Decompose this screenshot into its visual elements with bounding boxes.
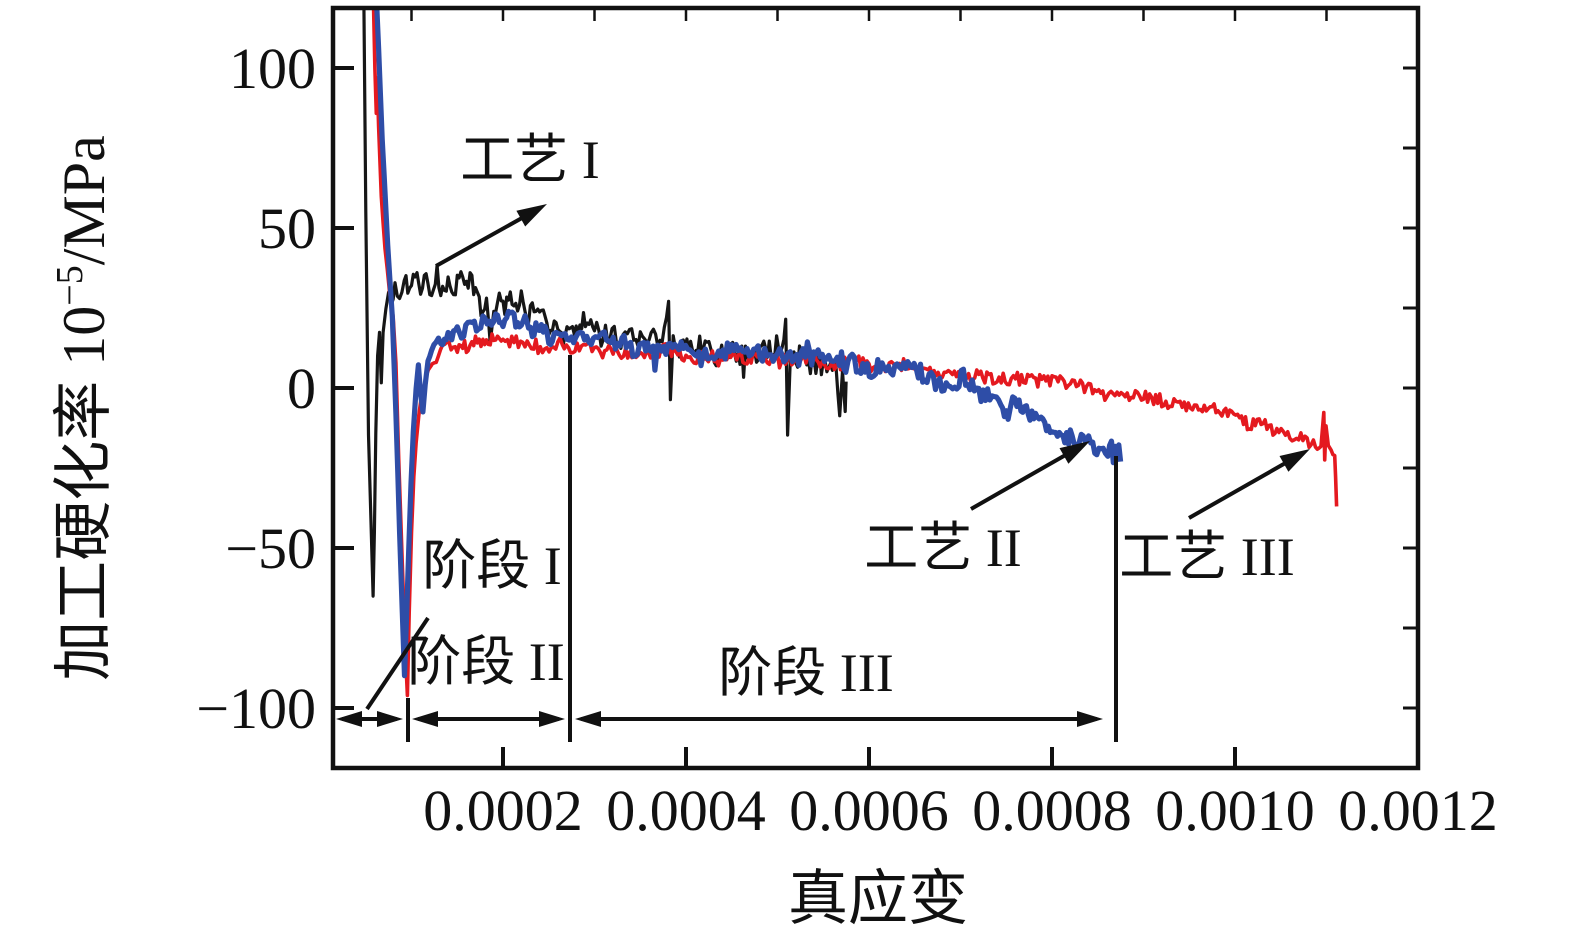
process-ii-arrow-head: [1059, 441, 1090, 464]
y-tick-label: −100: [196, 676, 316, 741]
label-stage-i: 阶段 I: [422, 536, 561, 596]
stage-iii-span-left-head: [575, 711, 601, 727]
plot-frame: [330, 5, 1421, 771]
stage-iii-span-right-head: [1077, 711, 1103, 727]
label-process-ii: 工艺 II: [864, 518, 1021, 578]
stage-i-span-right-head: [377, 711, 403, 727]
y-tick-label: 50: [258, 196, 316, 261]
x-tick-label: 0.0002: [423, 778, 583, 843]
stage-i-span-left-head: [336, 711, 362, 727]
process-ii-arrow-shaft: [970, 444, 1083, 511]
x-tick-label: 0.0010: [1155, 778, 1315, 843]
annotations-layer: 工艺 I 工艺 II 工艺 III 阶段 I 阶段 II 阶段 III: [336, 130, 1310, 742]
x-tick-label: 0.0006: [789, 778, 949, 843]
curve-process-iii: [371, 8, 1339, 698]
y-axis-label-base: 加工硬化率 10: [51, 306, 117, 681]
x-tick-label: 0.0004: [606, 778, 766, 843]
x-tick-label: 0.0012: [1338, 778, 1498, 843]
stage-ii-span-left-head: [412, 711, 438, 727]
stage-ii-leader: [365, 616, 430, 711]
x-axis-label: 真应变: [788, 866, 968, 932]
y-axis-label-unit: /MPa: [51, 135, 117, 265]
x-tick-label: 0.0008: [972, 778, 1132, 843]
process-iii-arrow-shaft: [1188, 452, 1303, 520]
label-stage-ii: 阶段 II: [407, 632, 564, 692]
y-tick-label: 0: [287, 356, 316, 421]
axes-layer: 0.0002 0.0004 0.0006 0.0008 0.0010 0.0012 100 5…: [196, 5, 1498, 843]
curve-process-ii: [374, 8, 1124, 679]
y-axis-label-exponent: −5: [49, 265, 91, 305]
stage-ii-span-right-head: [539, 711, 565, 727]
series-layer: [362, 8, 1339, 698]
y-axis-label: 加工硬化率 10−5/MPa: [49, 135, 117, 680]
label-stage-iii: 阶段 III: [718, 643, 893, 703]
y-tick-label: −50: [225, 516, 316, 581]
y-tick-label: 100: [229, 36, 316, 101]
process-iii-arrow-head: [1279, 449, 1310, 472]
curve-process-i: [362, 8, 848, 598]
label-process-i: 工艺 I: [460, 130, 599, 190]
label-process-iii: 工艺 III: [1119, 527, 1294, 587]
process-i-arrow-head: [516, 204, 547, 227]
